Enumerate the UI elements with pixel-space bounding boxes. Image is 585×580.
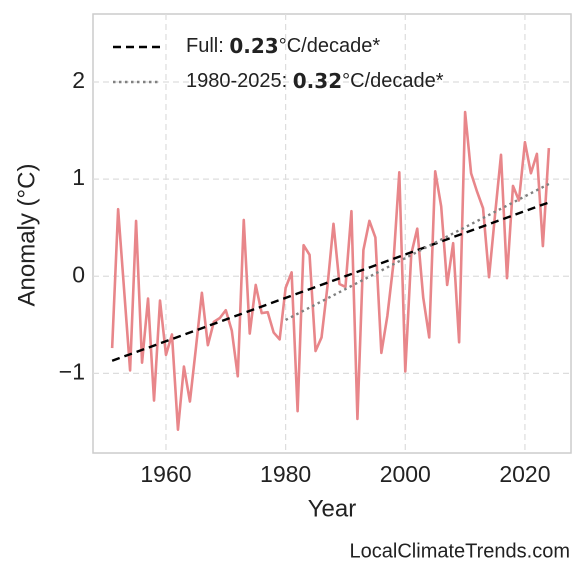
legend-entry: Full: 0.23°C/decade* [186, 34, 380, 58]
x-tick-label: 2000 [380, 461, 431, 487]
footer: LocalClimateTrends.com [350, 540, 570, 562]
legend-rate: 0.23 [229, 34, 278, 58]
legend-name: 1980-2025: [186, 70, 287, 92]
x-tick-label: 1980 [260, 461, 311, 487]
y-tick-label: 0 [72, 261, 85, 287]
plot-frame [92, 13, 572, 454]
y-tick-label: 2 [72, 67, 85, 93]
y-axis-label: Anomaly (°C) [13, 164, 40, 307]
y-tick-label: −1 [59, 358, 85, 384]
legend-entry: 1980-2025: 0.32°C/decade* [186, 69, 444, 93]
x-tick-label: 2020 [499, 461, 550, 487]
trend-line [285, 182, 550, 322]
data-line [110, 110, 551, 431]
x-tick-label: 1960 [140, 461, 191, 487]
legend-unit: °C/decade* [342, 70, 444, 92]
trend-line [111, 201, 550, 362]
x-axis-label: Year [308, 495, 357, 522]
y-tick-label: 1 [72, 164, 85, 190]
legend-rate: 0.32 [293, 69, 342, 93]
legend-unit: °C/decade* [279, 35, 381, 57]
legend-name: Full: [186, 35, 224, 57]
